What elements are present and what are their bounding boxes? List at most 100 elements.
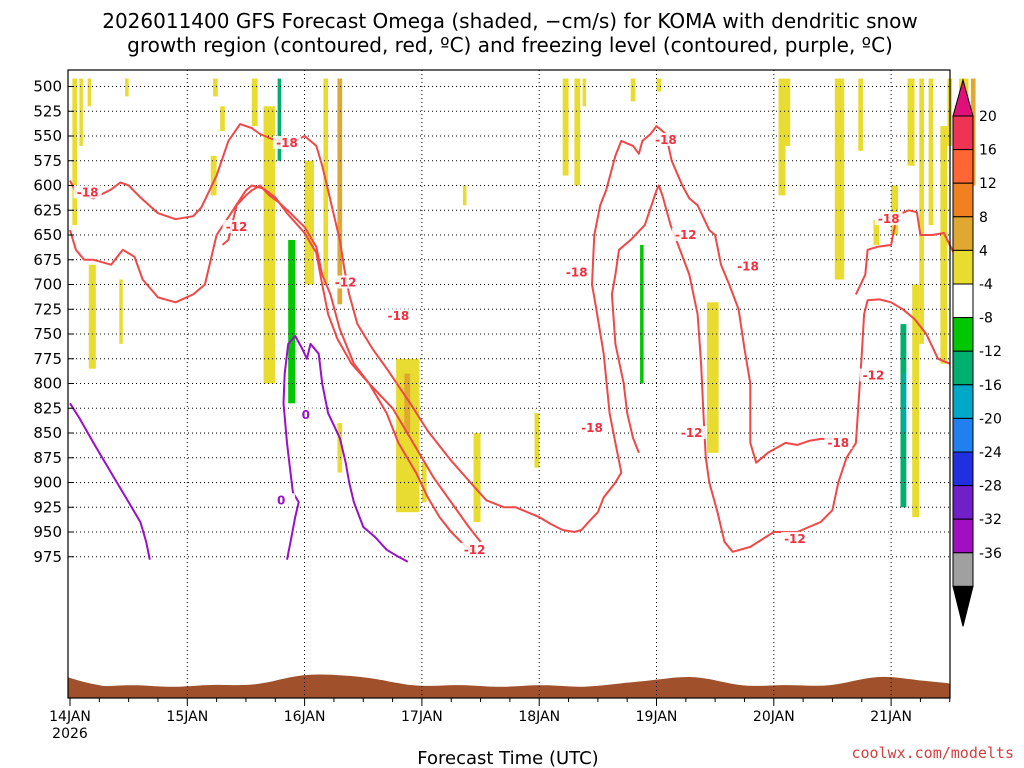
omega-patch-23: [374, 252, 380, 305]
colorbar-label-9: -20: [979, 411, 1002, 427]
y-tick-label-900: 900: [33, 474, 62, 492]
colorbar-swatch-11: [952, 485, 974, 520]
y-tick-label-975: 975: [33, 548, 62, 566]
omega-patch-19: [337, 78, 343, 305]
omega-patch-9: [220, 106, 225, 132]
omega-patch-5: [88, 264, 96, 369]
omega-patch-7: [125, 78, 129, 97]
omega-patch-40: [778, 78, 786, 196]
colorbar-label-8: -16: [979, 378, 1002, 394]
y-tick-label-825: 825: [33, 399, 62, 417]
y-tick-label-575: 575: [33, 152, 62, 170]
purple-contour-label-0: 0: [277, 493, 285, 507]
red-contour-5: [221, 184, 476, 553]
x-tick-year-0: 2026: [52, 726, 88, 742]
y-tick-label-925: 925: [33, 498, 62, 516]
purple-contour-1: [282, 335, 409, 563]
x-tick-label-4: 18JAN: [518, 709, 560, 725]
colorbar-label-7: -12: [979, 344, 1002, 360]
colorbar-swatch-3: [952, 216, 974, 251]
red-label-bg-12: [824, 435, 853, 449]
grid-lines: [68, 70, 950, 698]
x-tick-label-3: 17JAN: [401, 709, 443, 725]
red-contour-3: [610, 184, 951, 553]
omega-patch-51: [919, 78, 924, 344]
omega-patch-22: [337, 423, 343, 473]
colorbar-swatch-5: [952, 283, 974, 319]
red-contour-label-12: -18: [827, 436, 849, 450]
omega-patch-39: [706, 302, 719, 453]
colorbar-swatch-12: [952, 518, 974, 554]
red-label-bg-15: [874, 212, 903, 226]
colorbar-legend: 20 16 12 8 4 -4 -8 -12 -16 -20 -24 -28 -32 -36: [952, 78, 1002, 627]
x-tick-label-1: 15JAN: [166, 709, 208, 725]
omega-patch-42: [834, 78, 845, 280]
red-contour-label-14: -12: [863, 369, 885, 383]
omega-patch-53: [940, 126, 948, 364]
colorbar-bottom-arrow: [952, 585, 974, 627]
red-contour-label-8: -18: [655, 133, 677, 147]
omega-patch-24: [382, 314, 387, 374]
red-label-bg-5: [460, 542, 489, 556]
omega-patch-44: [873, 220, 880, 245]
red-label-bg-0: [73, 185, 102, 199]
y-tick-label-700: 700: [33, 276, 62, 294]
red-contour-4: [854, 209, 962, 295]
red-label-bg-9: [671, 228, 700, 241]
red-label-bg-6: [577, 421, 606, 435]
omega-patch-26: [404, 373, 411, 433]
colorbar-label-4: 4: [979, 243, 988, 259]
red-label-bg-3: [331, 275, 360, 289]
red-contour-label-10: -18: [737, 260, 759, 274]
y-tick-label-725: 725: [33, 300, 62, 318]
omega-patch-10: [210, 155, 217, 196]
y-tick-label-500: 500: [33, 78, 62, 96]
x-tick-label-6: 20JAN: [753, 709, 795, 725]
red-contour-label-5: -12: [464, 543, 486, 557]
ground-surface: [68, 674, 950, 698]
y-tick-label-625: 625: [33, 201, 62, 219]
omega-patch-37: [640, 244, 644, 384]
x-axis-label: Forecast Time (UTC): [417, 748, 598, 768]
omega-patch-41: [785, 78, 791, 146]
colorbar-swatch-0: [952, 115, 974, 151]
y-tick-label-800: 800: [33, 375, 62, 393]
omega-patch-50: [912, 284, 920, 518]
red-contour-0: [69, 123, 599, 533]
contour-labels: -18 -18 -12 -12 -18 -12 -18 -18 -18 -12 -18 -12 -18 -…: [73, 132, 903, 557]
omega-patch-43: [858, 78, 863, 151]
omega-patch-45: [907, 78, 915, 166]
omega-patch-34: [582, 78, 587, 107]
y-tick-label-850: 850: [33, 424, 62, 442]
red-contour-label-0: -18: [77, 185, 99, 199]
colorbar-swatch-13: [952, 552, 974, 587]
y-tick-label-750: 750: [33, 325, 62, 343]
omega-patch-52: [928, 78, 934, 226]
colorbar-label-11: -28: [979, 479, 1002, 495]
y-tick-label-650: 650: [33, 226, 62, 244]
purple-contour-0: [69, 402, 151, 560]
omega-patch-2: [87, 78, 92, 107]
red-contour-label-13: -12: [784, 532, 806, 546]
red-contour-label-3: -12: [335, 276, 357, 290]
red-label-bg-11: [677, 426, 706, 439]
colorbar-label-10: -24: [979, 445, 1002, 461]
omega-patch-13: [277, 78, 282, 161]
red-label-bg-8: [651, 132, 680, 146]
omega-patch-12: [263, 106, 276, 384]
red-contour-label-11: -12: [681, 426, 703, 440]
terrain-ground: [68, 674, 950, 698]
omega-patch-49: [902, 373, 906, 433]
red-contour-label-6: -18: [581, 421, 603, 435]
x-tick-label-2: 16JAN: [284, 709, 326, 725]
omega-patch-35: [630, 78, 636, 102]
purple-contour-label-1: 0: [302, 408, 310, 422]
colorbar-swatch-8: [952, 384, 974, 419]
omega-patch-32: [562, 78, 569, 176]
chart-title-line2: growth region (contoured, red, ºC) and f…: [127, 33, 893, 57]
colorbar-swatch-7: [952, 350, 974, 386]
red-label-bg-7: [562, 265, 591, 279]
colorbar-label-6: -8: [979, 311, 993, 327]
